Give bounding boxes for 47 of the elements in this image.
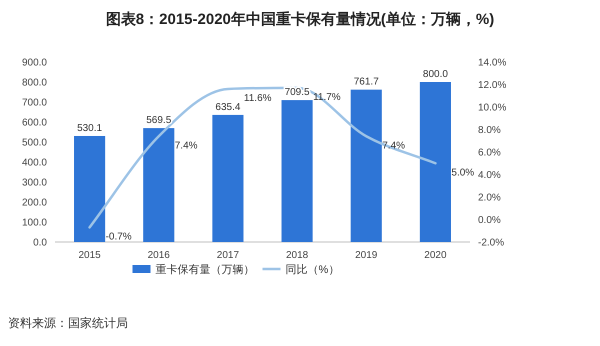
data-label: 7.4%: [174, 140, 198, 152]
bar: [212, 114, 244, 242]
y-tick-label: 200.0: [22, 198, 48, 208]
x-tick-label: 2016: [148, 250, 170, 261]
y-tick-label: 100.0: [22, 218, 48, 228]
y-tick-label: 500.0: [22, 138, 48, 148]
y-tick-label: 900.0: [22, 58, 48, 68]
y2-tick-label: 10.0%: [478, 102, 506, 114]
y2-tick-label: 2.0%: [478, 192, 501, 204]
x-tick-label: 2015: [78, 250, 102, 261]
y-tick-label: 800.0: [22, 78, 48, 88]
y2-tick-label: 0.0%: [478, 215, 501, 226]
bar: [74, 136, 106, 242]
data-label: 761.7: [354, 76, 380, 88]
legend-label: 同比（%）: [286, 263, 340, 276]
data-label: 530.1: [77, 122, 103, 134]
y2-tick-label: 12.0%: [478, 80, 506, 91]
y2-tick-label: 4.0%: [478, 170, 501, 181]
data-label: -0.7%: [106, 231, 132, 242]
chart-title: 图表8：2015-2020年中国重卡保有量情况(单位：万辆，%): [106, 11, 494, 28]
data-label: 709.5: [284, 87, 310, 98]
y2-tick-label: 6.0%: [478, 148, 501, 158]
data-label: 7.4%: [382, 140, 406, 152]
y2-tick-label: -2.0%: [478, 238, 504, 248]
legend-label: 重卡保有量（万辆）: [156, 263, 254, 276]
x-tick-label: 2020: [424, 250, 447, 261]
x-tick-label: 2017: [216, 250, 240, 261]
data-label: 11.6%: [244, 93, 272, 104]
bar: [350, 90, 382, 242]
data-label: 5.0%: [451, 167, 474, 178]
y2-tick-label: 14.0%: [478, 58, 506, 68]
y-tick-label: 300.0: [22, 178, 48, 188]
data-label: 569.5: [146, 115, 172, 126]
data-label: 11.7%: [313, 92, 341, 103]
x-tick-label: 2019: [355, 250, 378, 261]
y-tick-label: 0.0: [33, 238, 48, 248]
y-tick-label: 400.0: [22, 158, 48, 168]
data-label: 800.0: [422, 69, 448, 80]
y-tick-label: 600.0: [22, 118, 48, 128]
x-tick-label: 2018: [286, 250, 309, 261]
bar: [282, 100, 313, 242]
y-tick-label: 700.0: [22, 98, 48, 108]
text: 资料来源：国家统计局: [8, 316, 128, 330]
bar: [420, 82, 451, 242]
bar: [143, 128, 174, 242]
y2-tick-label: 8.0%: [478, 125, 501, 136]
data-label: 635.4: [215, 102, 241, 113]
